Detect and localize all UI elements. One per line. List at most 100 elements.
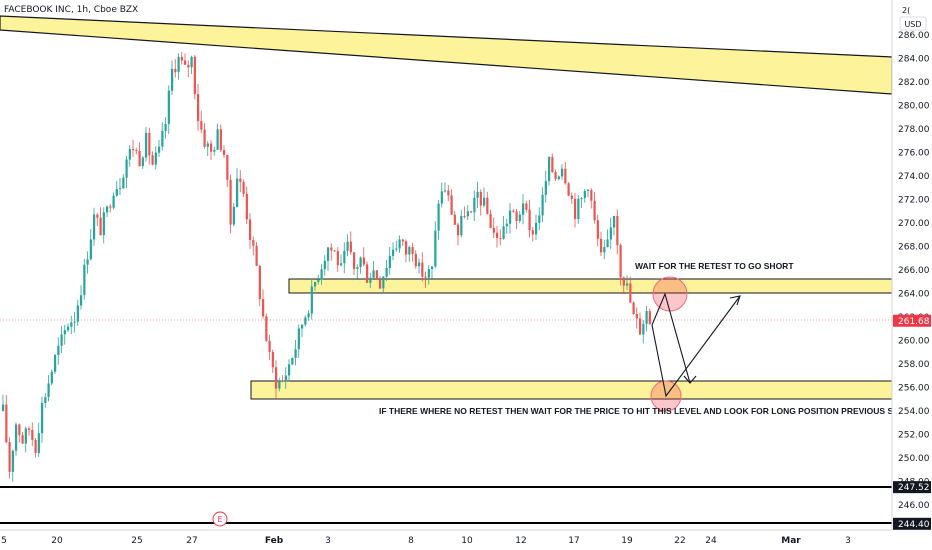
candle-body xyxy=(574,198,577,220)
candle-body xyxy=(236,178,239,207)
x-tick-label: 17 xyxy=(568,536,579,546)
candle-body xyxy=(93,214,96,240)
candle-body xyxy=(122,177,125,189)
candle-body xyxy=(427,269,430,278)
candle-body xyxy=(210,143,213,152)
short-annotation: WAIT FOR THE RETEST TO GO SHORT xyxy=(635,261,794,271)
candle-body xyxy=(115,188,118,196)
candle-body xyxy=(112,195,115,208)
candle-body xyxy=(86,259,89,265)
candle-body xyxy=(265,316,268,341)
earnings-event-label: E xyxy=(217,515,222,524)
candle-body xyxy=(151,155,154,165)
candle-body xyxy=(67,326,70,331)
candle-body xyxy=(177,56,180,73)
candle-body xyxy=(47,383,50,398)
candle-body xyxy=(463,215,466,217)
candle-body xyxy=(291,357,294,365)
candle-body xyxy=(320,269,323,280)
candle-body xyxy=(158,146,161,153)
price-label-text: 261.68 xyxy=(898,317,930,327)
short-arrow-head xyxy=(683,375,697,384)
candle-body xyxy=(128,149,131,160)
currency-badge[interactable] xyxy=(899,16,927,31)
support-zone[interactable] xyxy=(250,380,893,400)
candle-body xyxy=(369,277,372,283)
y-tick-label: 266.00 xyxy=(898,266,930,276)
price-axis-background xyxy=(892,0,932,550)
y-tick-label: 274.00 xyxy=(898,172,930,182)
candle-body xyxy=(83,264,86,296)
candle-body xyxy=(60,334,63,346)
y-tick-label: 250.00 xyxy=(898,454,930,464)
candle-body xyxy=(89,239,92,260)
price-label-text: 244.40 xyxy=(898,520,930,530)
candle-body xyxy=(577,198,580,220)
price-label-box xyxy=(893,481,931,494)
candle-body xyxy=(447,190,450,196)
candle-body xyxy=(15,424,18,451)
candle-body xyxy=(408,247,411,255)
candle-body xyxy=(41,402,44,434)
candle-body xyxy=(382,276,385,289)
candle-body xyxy=(593,200,596,221)
candle-body xyxy=(21,435,24,444)
x-tick-label: 10 xyxy=(461,536,473,546)
candle-body xyxy=(583,190,586,199)
candle-body xyxy=(366,264,369,283)
x-tick-label: 22 xyxy=(674,536,685,546)
candle-body xyxy=(132,149,135,151)
candle-body xyxy=(294,349,297,358)
chart-title: FACEBOOK INC, 1h, Cboe BZX xyxy=(4,5,138,15)
y-tick-label: 246.00 xyxy=(898,501,930,511)
candle-body xyxy=(161,130,164,147)
candle-body xyxy=(340,263,343,266)
candle-body xyxy=(310,286,313,314)
candle-body xyxy=(252,240,255,246)
candle-body xyxy=(80,295,83,306)
candle-body xyxy=(288,364,291,376)
candle-body xyxy=(245,193,248,220)
candle-body xyxy=(284,375,287,382)
candle-body xyxy=(206,143,209,147)
candle-body xyxy=(642,323,645,335)
y-tick-label: 252.00 xyxy=(898,431,930,441)
earnings-event-marker[interactable] xyxy=(212,511,228,527)
y-tick-label: 286.00 xyxy=(898,31,930,41)
time-axis[interactable]: 5 20 25 27 Feb 3 8 10 12 17 19 22 24 Mar 3 xyxy=(1,536,851,546)
candle-body xyxy=(307,313,310,318)
candle-body xyxy=(479,191,482,206)
candle-body xyxy=(301,324,304,329)
candle-body xyxy=(392,249,395,256)
candle-body xyxy=(398,239,401,249)
candle-body xyxy=(187,64,190,68)
price-axis[interactable]: 246.00248.00250.00252.00254.00256.00258.… xyxy=(898,31,930,511)
candle-body xyxy=(473,197,476,213)
candle-body xyxy=(424,276,427,278)
candle-body xyxy=(213,149,216,152)
candle-body xyxy=(525,203,528,210)
candle-body xyxy=(541,194,544,216)
candle-body xyxy=(314,281,317,287)
candle-body xyxy=(561,168,564,177)
candle-body xyxy=(271,352,274,368)
candle-body xyxy=(109,206,112,208)
retest-circle[interactable] xyxy=(652,276,688,312)
currency-top-label: 2( xyxy=(902,6,910,15)
candle-body xyxy=(11,450,14,472)
candle-body xyxy=(645,311,648,324)
x-tick-label: 19 xyxy=(621,536,633,546)
price-label-box xyxy=(893,314,931,327)
y-tick-label: 256.00 xyxy=(898,384,930,394)
candle-body xyxy=(567,183,570,196)
candle-body xyxy=(76,305,79,322)
projection-arrows[interactable] xyxy=(651,292,741,398)
candle-body xyxy=(229,179,232,225)
candle-body xyxy=(457,224,460,236)
y-tick-label: 284.00 xyxy=(898,55,930,65)
candle-body xyxy=(411,247,414,254)
candle-body xyxy=(148,132,151,156)
candle-body xyxy=(418,262,421,267)
candle-body xyxy=(557,176,560,180)
